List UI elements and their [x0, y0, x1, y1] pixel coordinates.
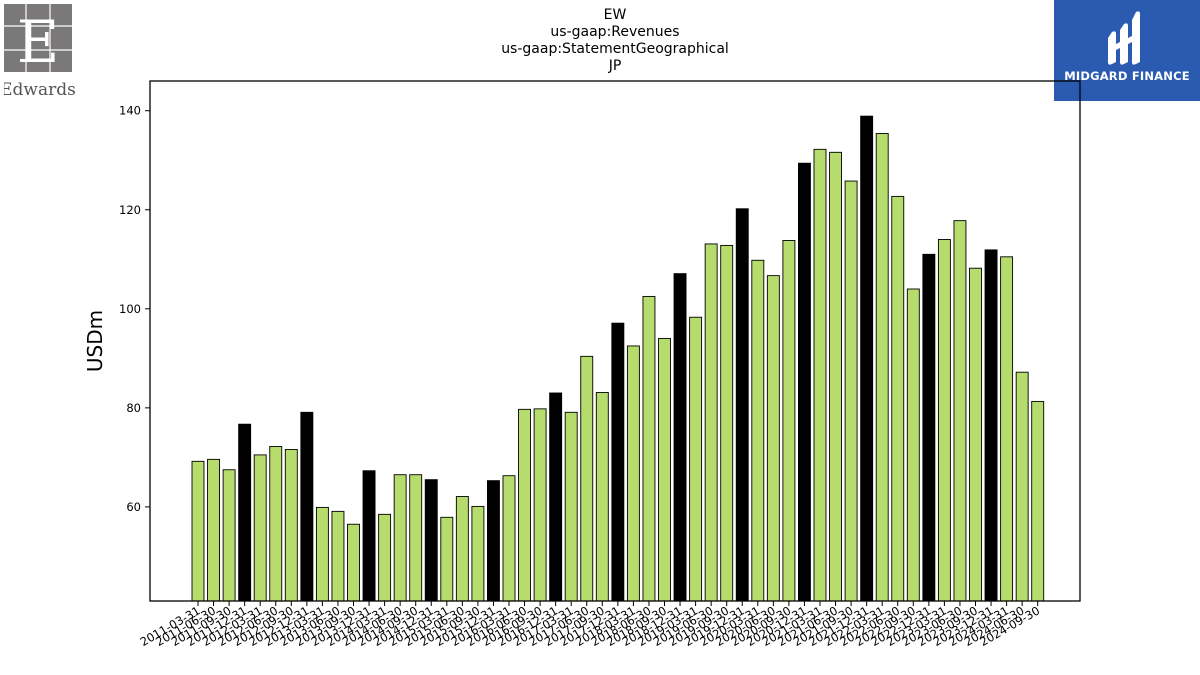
- title-line-member: JP: [608, 58, 622, 74]
- bar-2021-06-30: [829, 151, 842, 602]
- bar-2018-09-30: [658, 338, 671, 602]
- bar-2014-09-30: [409, 474, 423, 602]
- bar-2013-09-30: [347, 523, 360, 602]
- edwards-logo: E Edwards: [0, 4, 76, 100]
- bar-2017-06-30: [580, 355, 594, 602]
- bar-2018-12-31: [673, 273, 687, 602]
- bar-2019-12-31: [735, 208, 749, 602]
- bar-2016-03-31: [502, 475, 516, 602]
- bar-2016-12-31: [549, 392, 563, 602]
- bar-series: [191, 115, 1045, 602]
- midgard-wordmark: MIDGARD FINANCE: [1064, 69, 1190, 83]
- plot-frame: [149, 80, 1081, 602]
- bar-2016-06-30: [518, 408, 531, 602]
- bar-2013-06-30: [331, 510, 345, 602]
- bar-2020-12-31: [798, 162, 811, 602]
- bar-2022-06-30: [891, 195, 905, 602]
- y-tick-label-140: 140: [119, 104, 141, 118]
- bar-2021-12-31: [860, 115, 874, 602]
- bar-2024-06-30: [1015, 371, 1029, 602]
- y-tick-label-100: 100: [119, 302, 141, 316]
- bar-2019-03-31: [689, 316, 703, 602]
- bar-2015-06-30: [455, 496, 469, 602]
- bar-2021-03-31: [813, 148, 827, 602]
- bar-2020-03-31: [751, 259, 765, 602]
- title-line-concept: us-gaap:Revenues: [550, 24, 680, 40]
- bar-2012-06-30: [269, 446, 283, 602]
- bar-2014-06-30: [393, 474, 407, 602]
- edwards-logo-mark: E Edwards: [0, 4, 76, 100]
- bar-2017-12-31: [611, 322, 625, 602]
- x-axis: 2011-03-312011-06-302011-09-302011-12-31…: [138, 601, 1042, 649]
- bar-2022-09-30: [906, 288, 920, 602]
- midgard-finance-logo: MIDGARD FINANCE: [1054, 0, 1200, 101]
- bar-2012-12-31: [300, 411, 314, 602]
- bar-2017-03-31: [564, 411, 578, 602]
- bar-2023-12-31: [984, 249, 998, 602]
- bar-2011-06-30: [207, 458, 221, 602]
- midgard-logo-mark: [1108, 11, 1140, 65]
- bar-2018-06-30: [642, 295, 656, 602]
- y-axis-label: USDm: [83, 310, 107, 372]
- bar-2023-03-31: [937, 239, 951, 602]
- bar-2014-03-31: [378, 513, 392, 602]
- bar-2022-12-31: [922, 253, 936, 602]
- bar-2024-03-31: [1000, 256, 1014, 602]
- bar-2013-03-31: [315, 506, 329, 602]
- bar-2011-12-31: [238, 423, 252, 602]
- bar-2015-09-30: [471, 505, 485, 602]
- y-tick-label-80: 80: [126, 401, 141, 415]
- y-tick-label-120: 120: [119, 203, 141, 217]
- bar-2012-03-31: [253, 454, 267, 602]
- y-axis: 60 80 100 120 140: [119, 104, 150, 514]
- bar-2015-03-31: [440, 516, 454, 602]
- bar-2011-03-31: [191, 460, 205, 602]
- bar-2011-09-30: [222, 469, 236, 602]
- bar-2017-09-30: [595, 392, 609, 602]
- bar-2022-03-31: [875, 133, 889, 602]
- chart-title: EW us-gaap:Revenues us-gaap:StatementGeo…: [315, 7, 915, 75]
- bar-2021-09-30: [844, 180, 858, 602]
- bar-2018-03-31: [626, 345, 640, 602]
- edwards-wordmark: Edwards: [4, 80, 76, 100]
- bar-2015-12-31: [487, 480, 500, 602]
- bar-2020-06-30: [766, 275, 780, 602]
- title-line-axis: us-gaap:StatementGeographical: [501, 41, 729, 57]
- y-tick-label-60: 60: [126, 500, 141, 514]
- bar-2019-09-30: [720, 244, 734, 602]
- bar-2020-09-30: [782, 240, 796, 602]
- bar-2023-06-30: [953, 220, 967, 602]
- bar-2016-09-30: [533, 408, 547, 602]
- bar-2012-09-30: [284, 449, 298, 602]
- bar-2014-12-31: [424, 479, 438, 602]
- bar-2024-09-30: [1031, 400, 1045, 602]
- title-line-ticker: EW: [603, 7, 627, 23]
- bar-2019-06-30: [704, 243, 718, 602]
- svg-text:E: E: [17, 8, 59, 76]
- bar-2013-12-31: [362, 470, 376, 602]
- bar-2023-09-30: [969, 267, 982, 602]
